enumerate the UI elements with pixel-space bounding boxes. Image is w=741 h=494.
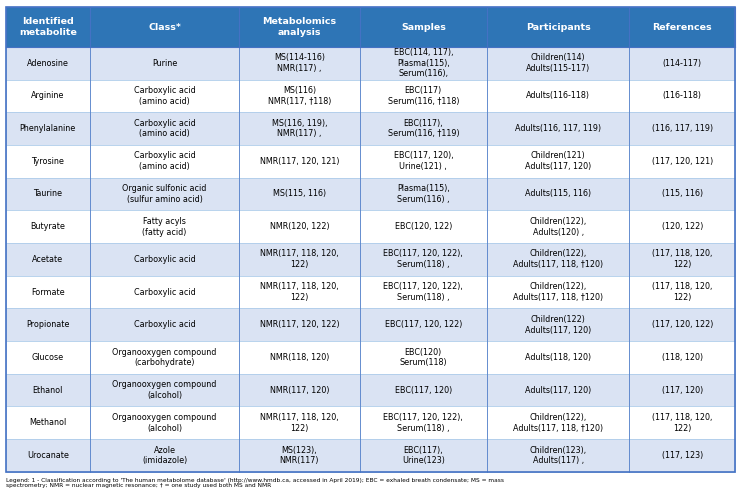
Text: MS(123),
NMR(117): MS(123), NMR(117) (279, 446, 319, 465)
Bar (359, 276, 487, 308)
Bar (487, 276, 629, 308)
Text: Fatty acyls
(fatty acid): Fatty acyls (fatty acid) (142, 217, 187, 237)
Text: NMR(117, 118, 120,
122): NMR(117, 118, 120, 122) (260, 413, 339, 433)
Bar (6, 243, 90, 276)
Text: EBC(117, 120): EBC(117, 120) (395, 385, 452, 395)
Text: Organooxygen compound
(carbohydrate): Organooxygen compound (carbohydrate) (113, 347, 216, 367)
Bar (629, 47, 735, 80)
Text: Acetate: Acetate (33, 255, 64, 264)
Text: Adults(117, 120): Adults(117, 120) (525, 385, 591, 395)
Bar (629, 374, 735, 407)
Text: EBC(120)
Serum(118): EBC(120) Serum(118) (399, 347, 447, 367)
Text: Glucose: Glucose (32, 353, 64, 362)
Text: Carboxylic acid
(amino acid): Carboxylic acid (amino acid) (133, 86, 196, 106)
Bar (629, 80, 735, 112)
Text: Methanol: Methanol (29, 418, 67, 427)
Bar (6, 210, 90, 243)
Text: Carboxylic acid
(amino acid): Carboxylic acid (amino acid) (133, 151, 196, 171)
Text: (116-118): (116-118) (662, 91, 702, 100)
Bar (239, 7, 359, 47)
Text: Children(121)
Adults(117, 120): Children(121) Adults(117, 120) (525, 151, 591, 171)
Bar (6, 47, 90, 80)
Text: Adults(116, 117, 119): Adults(116, 117, 119) (515, 124, 601, 133)
Bar (239, 243, 359, 276)
Text: Carboxylic acid: Carboxylic acid (133, 320, 196, 329)
Bar (90, 7, 239, 47)
Bar (359, 439, 487, 472)
Bar (487, 178, 629, 210)
Bar (629, 439, 735, 472)
Text: MS(116, 119),
NMR(117) ,: MS(116, 119), NMR(117) , (272, 119, 328, 138)
Bar (487, 47, 629, 80)
Bar (239, 407, 359, 439)
Text: EBC(117, 120),
Urine(121) ,: EBC(117, 120), Urine(121) , (393, 151, 453, 171)
Text: (117, 120): (117, 120) (662, 385, 702, 395)
Text: Azole
(imidazole): Azole (imidazole) (142, 446, 187, 465)
Text: NMR(117, 120, 121): NMR(117, 120, 121) (259, 157, 339, 166)
Bar (359, 145, 487, 178)
Bar (90, 341, 239, 374)
Bar (6, 439, 90, 472)
Bar (239, 112, 359, 145)
Text: Adenosine: Adenosine (27, 59, 69, 68)
Bar (239, 145, 359, 178)
Bar (239, 439, 359, 472)
Text: (114-117): (114-117) (662, 59, 702, 68)
Text: EBC(120, 122): EBC(120, 122) (395, 222, 452, 231)
Bar (90, 47, 239, 80)
Text: Purine: Purine (152, 59, 177, 68)
Bar (90, 112, 239, 145)
Text: EBC(117)
Serum(116, †118): EBC(117) Serum(116, †118) (388, 86, 459, 106)
Bar (487, 7, 629, 47)
Text: Adults(115, 116): Adults(115, 116) (525, 190, 591, 199)
Text: Formate: Formate (31, 288, 64, 296)
Text: Metabolomics
analysis: Metabolomics analysis (262, 17, 336, 37)
Bar (629, 308, 735, 341)
Bar (487, 308, 629, 341)
Bar (487, 407, 629, 439)
Text: Participants: Participants (526, 23, 591, 32)
Bar (629, 243, 735, 276)
Text: Organooxygen compound
(alcohol): Organooxygen compound (alcohol) (113, 413, 216, 433)
Text: EBC(114, 117),
Plasma(115),
Serum(116),: EBC(114, 117), Plasma(115), Serum(116), (393, 48, 453, 79)
Text: Children(122),
Adults(120) ,: Children(122), Adults(120) , (530, 217, 587, 237)
Bar (239, 308, 359, 341)
Bar (359, 178, 487, 210)
Bar (90, 243, 239, 276)
Bar (90, 178, 239, 210)
Bar (6, 276, 90, 308)
Text: Adults(116-118): Adults(116-118) (526, 91, 591, 100)
Text: NMR(117, 118, 120,
122): NMR(117, 118, 120, 122) (260, 282, 339, 302)
Text: (117, 118, 120,
122): (117, 118, 120, 122) (652, 282, 712, 302)
Bar (6, 178, 90, 210)
Text: (115, 116): (115, 116) (662, 190, 702, 199)
Text: NMR(117, 120): NMR(117, 120) (270, 385, 329, 395)
Bar (359, 308, 487, 341)
Bar (487, 439, 629, 472)
Text: Adults(118, 120): Adults(118, 120) (525, 353, 591, 362)
Text: Carboxylic acid: Carboxylic acid (133, 288, 196, 296)
Text: (117, 120, 122): (117, 120, 122) (651, 320, 713, 329)
Bar (239, 210, 359, 243)
Bar (629, 407, 735, 439)
Bar (487, 80, 629, 112)
Text: Samples: Samples (401, 23, 446, 32)
Bar (629, 178, 735, 210)
Text: Organic sulfonic acid
(sulfur amino acid): Organic sulfonic acid (sulfur amino acid… (122, 184, 207, 204)
Text: EBC(117, 120, 122),
Serum(118) ,: EBC(117, 120, 122), Serum(118) , (384, 282, 463, 302)
Bar (6, 145, 90, 178)
Text: Taurine: Taurine (33, 190, 62, 199)
Text: (117, 123): (117, 123) (662, 451, 702, 460)
Bar (90, 145, 239, 178)
Text: Class*: Class* (148, 23, 181, 32)
Text: Urocanate: Urocanate (27, 451, 69, 460)
Text: (120, 122): (120, 122) (662, 222, 703, 231)
Text: Children(122),
Adults(117, 118, †120): Children(122), Adults(117, 118, †120) (514, 282, 603, 302)
Text: Ethanol: Ethanol (33, 385, 63, 395)
Text: (117, 118, 120,
122): (117, 118, 120, 122) (652, 249, 712, 269)
Text: Children(114)
Adults(115-117): Children(114) Adults(115-117) (526, 53, 591, 73)
Bar (359, 243, 487, 276)
Text: NMR(117, 118, 120,
122): NMR(117, 118, 120, 122) (260, 249, 339, 269)
Bar (239, 276, 359, 308)
Bar (487, 374, 629, 407)
